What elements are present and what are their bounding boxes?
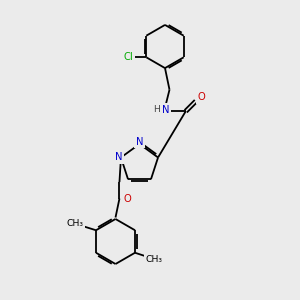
Text: Cl: Cl: [123, 52, 133, 62]
Text: O: O: [123, 194, 131, 204]
Text: N: N: [136, 136, 143, 147]
Text: CH₃: CH₃: [67, 219, 83, 228]
Text: H: H: [153, 105, 160, 114]
Text: O: O: [197, 92, 205, 102]
Text: N: N: [162, 105, 169, 115]
Text: CH₃: CH₃: [146, 255, 163, 264]
Text: N: N: [115, 152, 122, 163]
